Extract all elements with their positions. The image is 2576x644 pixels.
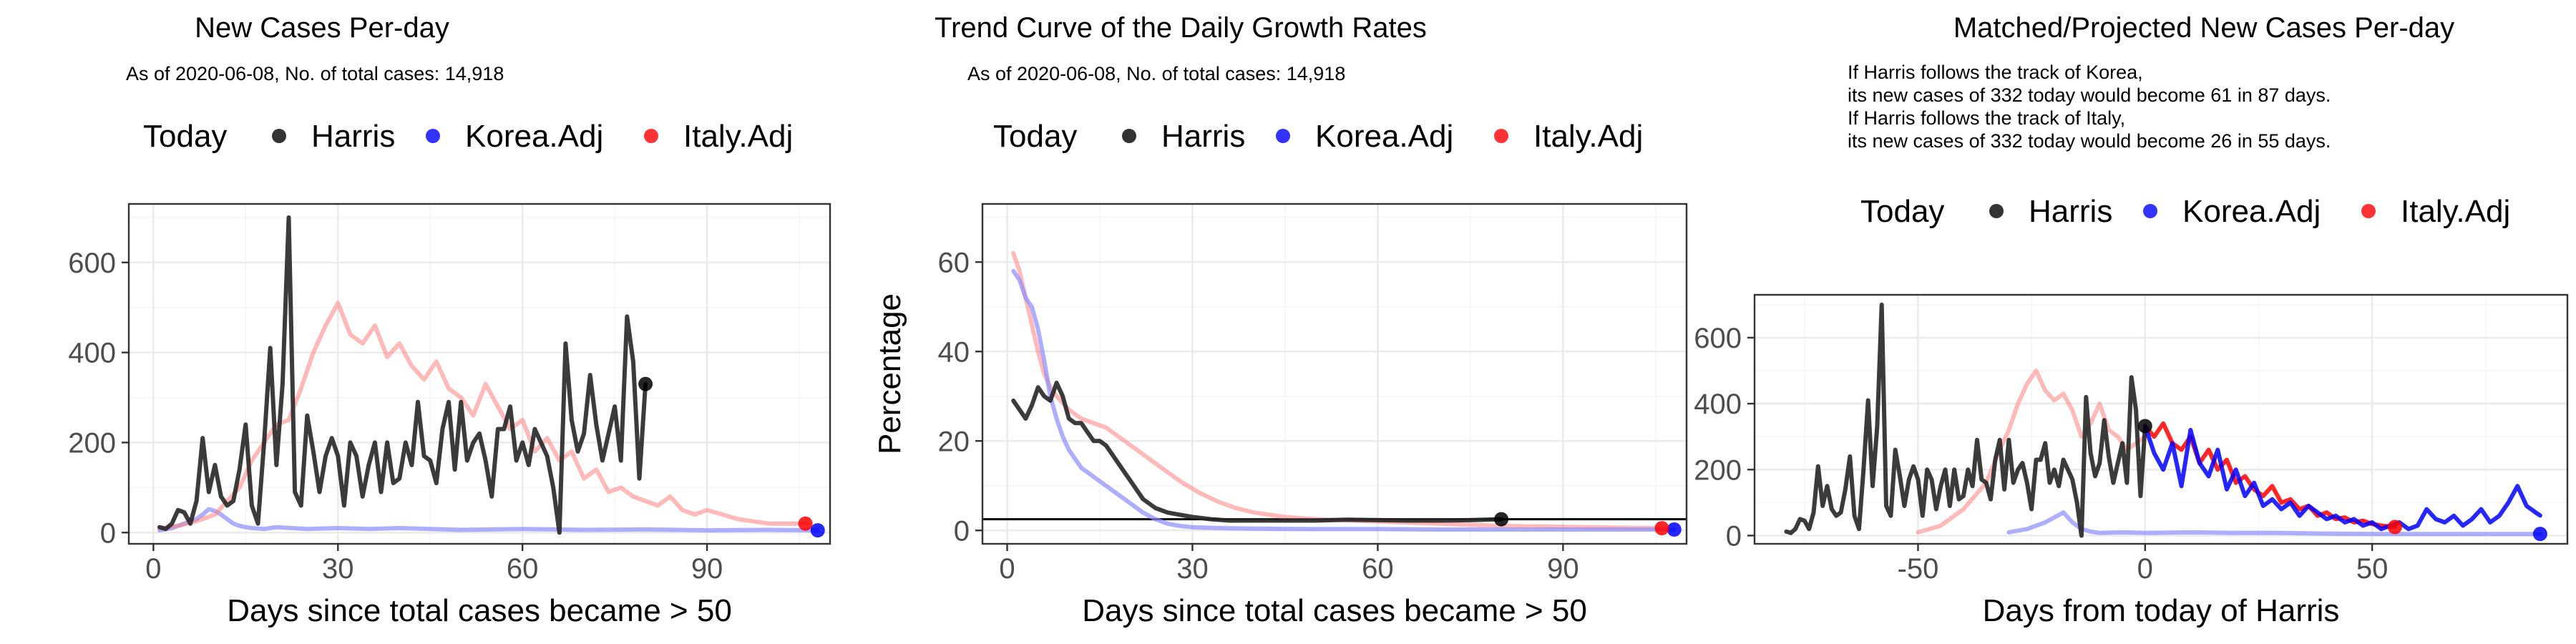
legend-key-italyadj xyxy=(644,129,658,143)
x-tick-label: 90 xyxy=(691,553,723,585)
y-tick-label: 40 xyxy=(938,336,970,368)
y-tick-label: 0 xyxy=(954,515,970,547)
chart-title: Trend Curve of the Daily Growth Rates xyxy=(935,12,1427,44)
series-line-harris xyxy=(1011,381,1504,523)
legend-key-harris xyxy=(272,129,286,143)
y-tick-label: 200 xyxy=(68,427,116,459)
legend-label: Harris xyxy=(1161,119,1245,154)
legend-label: Korea.Adj xyxy=(465,119,603,154)
legend: Today Harris Korea.Adj Italy.Adj xyxy=(143,119,793,154)
chart-subtitle: If Harris follows the track of Korea, xyxy=(1848,62,2143,83)
x-tick-label: 0 xyxy=(145,553,161,585)
chart-panel-3: Matched/Projected New Cases Per-day If Ha… xyxy=(1694,12,2569,628)
series-line-harris xyxy=(157,215,648,535)
legend-label: Today xyxy=(143,119,227,154)
legend-key-koreaadj xyxy=(426,129,440,143)
y-tick-label: 20 xyxy=(938,426,970,457)
x-axis-label: Days since total cases became > 50 xyxy=(227,593,732,628)
chart-subtitle: If Harris follows the track of Italy, xyxy=(1848,107,2125,129)
x-tick-label: 0 xyxy=(999,553,1015,585)
today-point-harris xyxy=(638,376,653,391)
series-line-italy-adj-matched xyxy=(1916,369,2147,535)
y-tick-label: 400 xyxy=(1694,389,1742,420)
legend-key-koreaadj xyxy=(1276,129,1290,143)
series-line-korea-adj-projected xyxy=(2142,424,2542,532)
y-tick-label: 600 xyxy=(1694,323,1742,354)
legend-key-italyadj xyxy=(2361,204,2376,218)
legend-key-koreaadj xyxy=(2143,204,2157,218)
chart-panel-1: New Cases Per-day As of 2020-06-08, No. o… xyxy=(68,12,831,628)
legend: Today Harris Korea.Adj Italy.Adj xyxy=(1860,194,2510,229)
plot-frame xyxy=(127,203,831,545)
chart-subtitle: As of 2020-06-08, No. of total cases: 14… xyxy=(967,63,1345,84)
today-point-harris xyxy=(2137,419,2152,434)
legend-label: Italy.Adj xyxy=(683,119,793,154)
chart-subtitle: As of 2020-06-08, No. of total cases: 14… xyxy=(126,63,504,84)
x-tick-label: 0 xyxy=(2137,553,2153,585)
chart-title: New Cases Per-day xyxy=(195,12,449,44)
x-tick-label: 60 xyxy=(1362,553,1394,585)
today-point-italyadj xyxy=(1654,521,1669,536)
legend-label: Harris xyxy=(311,119,395,154)
today-point-italyadj xyxy=(798,516,813,531)
today-point-koreaadj xyxy=(2532,527,2547,542)
x-axis-label: Days from today of Harris xyxy=(1983,593,2340,628)
y-tick-label: 60 xyxy=(938,247,970,278)
y-tick-label: 0 xyxy=(1726,520,1742,552)
today-point-koreaadj xyxy=(810,523,825,538)
series-lines xyxy=(157,215,820,535)
legend-label: Harris xyxy=(2029,194,2112,229)
legend-label: Korea.Adj xyxy=(2182,194,2321,229)
chart-subtitle: its new cases of 332 today would become … xyxy=(1848,130,2331,152)
series-line-harris xyxy=(1784,302,2147,538)
series-lines xyxy=(1011,250,1677,532)
legend-key-harris xyxy=(1989,204,2004,218)
chart-subtitle: its new cases of 332 today would become … xyxy=(1848,84,2331,106)
x-tick-label: -50 xyxy=(1898,553,1939,585)
today-point-koreaadj xyxy=(1667,522,1682,537)
series-line-italy-adj xyxy=(157,301,808,530)
chart-title: Matched/Projected New Cases Per-day xyxy=(1953,12,2454,44)
today-point-harris xyxy=(1494,512,1509,527)
legend-label: Italy.Adj xyxy=(1533,119,1643,154)
x-tick-label: 30 xyxy=(1176,553,1209,585)
legend-label: Korea.Adj xyxy=(1315,119,1453,154)
y-axis-label: Percentage xyxy=(872,293,907,454)
gridlines xyxy=(982,204,1687,544)
legend-label: Today xyxy=(1860,194,1944,229)
x-tick-label: 50 xyxy=(2356,553,2389,585)
y-tick-label: 0 xyxy=(100,517,116,549)
x-axis-label: Days since total cases became > 50 xyxy=(1082,593,1587,628)
legend-key-italyadj xyxy=(1494,129,1508,143)
chart-panel-2: Trend Curve of the Daily Growth Rates As … xyxy=(872,12,1688,628)
x-tick-label: 90 xyxy=(1547,553,1579,585)
y-tick-label: 200 xyxy=(1694,454,1742,486)
x-tick-label: 60 xyxy=(507,553,539,585)
x-tick-label: 30 xyxy=(322,553,354,585)
legend-label: Italy.Adj xyxy=(2401,194,2510,229)
y-tick-label: 400 xyxy=(68,338,116,369)
series-line-korea-adj xyxy=(1011,268,1677,532)
legend-key-harris xyxy=(1122,129,1136,143)
y-tick-label: 600 xyxy=(68,248,116,279)
plot-frame xyxy=(981,203,1688,545)
today-point-italyadj xyxy=(2387,519,2402,535)
legend: Today Harris Korea.Adj Italy.Adj xyxy=(993,119,1643,154)
plot-frame xyxy=(1753,293,2569,545)
legend-label: Today xyxy=(993,119,1077,154)
series-line-korea-adj-matched xyxy=(2006,510,2542,537)
series-line-korea-adj xyxy=(157,507,820,533)
series-lines xyxy=(1784,302,2542,538)
